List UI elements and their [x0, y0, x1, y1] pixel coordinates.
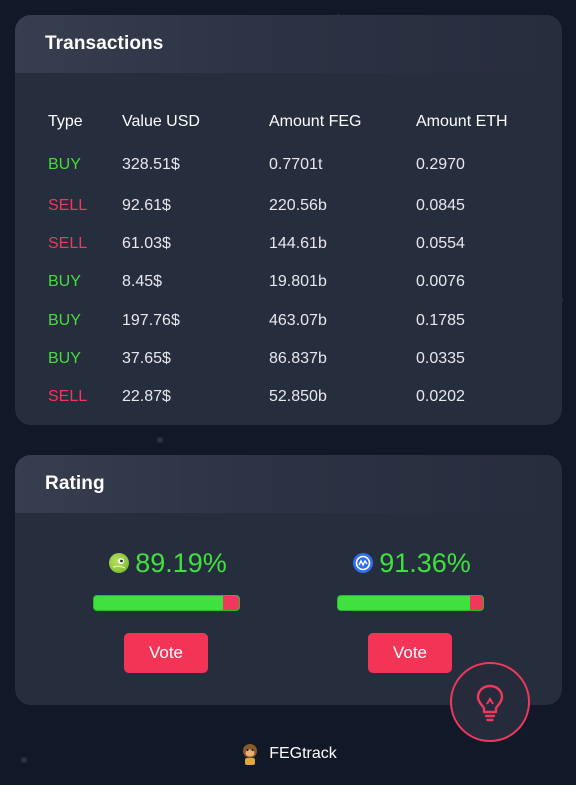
tx-amount-feg: 0.7701t [269, 156, 323, 173]
column-header-type: Type [48, 113, 83, 130]
rating-percent: 91.36% [379, 547, 471, 578]
rating-value-row: 89.19% [93, 545, 243, 581]
rating-coingecko: 89.19% Vote [93, 545, 243, 673]
rating-bar-negative [470, 596, 483, 610]
coinmarketcap-icon [353, 553, 374, 573]
column-header-amount-feg: Amount FEG [269, 113, 362, 130]
tx-amount-eth: 0.0335 [416, 349, 465, 367]
rating-bar-negative [223, 596, 239, 610]
tx-value-usd: 61.03$ [122, 235, 171, 253]
tx-value-usd: 8.45$ [122, 273, 163, 291]
tx-amount-eth: 0.0845 [416, 197, 465, 215]
rating-percent: 89.19% [135, 547, 227, 578]
tx-type: BUY [48, 349, 81, 367]
tx-value-usd: 37.65$ [122, 349, 171, 367]
table-row: SELL 92.61$ 220.56b 0.0845 [48, 187, 548, 225]
tx-amount-eth: 0.0554 [416, 235, 465, 253]
table-row: SELL 22.87$ 52.850b 0.0202 [48, 378, 548, 416]
vote-button[interactable]: Vote [124, 633, 208, 673]
tx-type: BUY [48, 156, 81, 173]
coingecko-icon [109, 553, 130, 573]
rating-title: Rating [15, 455, 562, 513]
transactions-title: Transactions [15, 15, 562, 73]
footer-label: FEGtrack [269, 745, 337, 762]
table-row: BUY 328.51$ 0.7701t 0.2970 [48, 137, 548, 187]
column-header-value-usd: Value USD [122, 113, 200, 130]
rating-value-row: 91.36% [337, 545, 487, 581]
tx-amount-feg: 19.801b [269, 273, 327, 291]
rating-card: Rating 89.19% Vote 91.36% Vote [15, 455, 562, 705]
tx-amount-feg: 463.07b [269, 311, 327, 329]
tx-amount-eth: 0.1785 [416, 311, 465, 329]
footer: FEGtrack [0, 742, 576, 766]
table-row: BUY 197.76$ 463.07b 0.1785 [48, 302, 548, 340]
monkey-logo-icon [243, 744, 258, 765]
tx-amount-eth: 0.2970 [416, 156, 465, 173]
tx-type: SELL [48, 388, 88, 406]
tx-value-usd: 197.76$ [122, 311, 180, 329]
tx-amount-feg: 144.61b [269, 235, 327, 253]
tx-value-usd: 328.51$ [122, 156, 180, 173]
tx-type: BUY [48, 273, 81, 291]
tx-type: BUY [48, 311, 81, 329]
transactions-table: Type Value USD Amount FEG Amount ETH BUY… [48, 107, 548, 416]
tx-amount-feg: 86.837b [269, 349, 327, 367]
tip-button[interactable] [450, 662, 530, 742]
tx-type: SELL [48, 235, 88, 253]
rating-coinmarketcap: 91.36% Vote [337, 545, 487, 673]
tx-type: SELL [48, 197, 88, 215]
tx-amount-feg: 220.56b [269, 197, 327, 215]
transactions-card: Transactions Type Value USD Amount FEG A… [15, 15, 562, 425]
tx-amount-feg: 52.850b [269, 388, 327, 406]
lightbulb-icon [476, 684, 504, 722]
table-row: SELL 61.03$ 144.61b 0.0554 [48, 225, 548, 263]
table-row: BUY 37.65$ 86.837b 0.0335 [48, 340, 548, 378]
tx-amount-eth: 0.0202 [416, 388, 465, 406]
table-row: BUY 8.45$ 19.801b 0.0076 [48, 263, 548, 301]
rating-bar [93, 595, 240, 611]
table-header-row: Type Value USD Amount FEG Amount ETH [48, 107, 548, 137]
tx-value-usd: 22.87$ [122, 388, 171, 406]
tx-amount-eth: 0.0076 [416, 273, 465, 291]
rating-bar [337, 595, 484, 611]
column-header-amount-eth: Amount ETH [416, 113, 508, 130]
vote-button[interactable]: Vote [368, 633, 452, 673]
tx-value-usd: 92.61$ [122, 197, 171, 215]
